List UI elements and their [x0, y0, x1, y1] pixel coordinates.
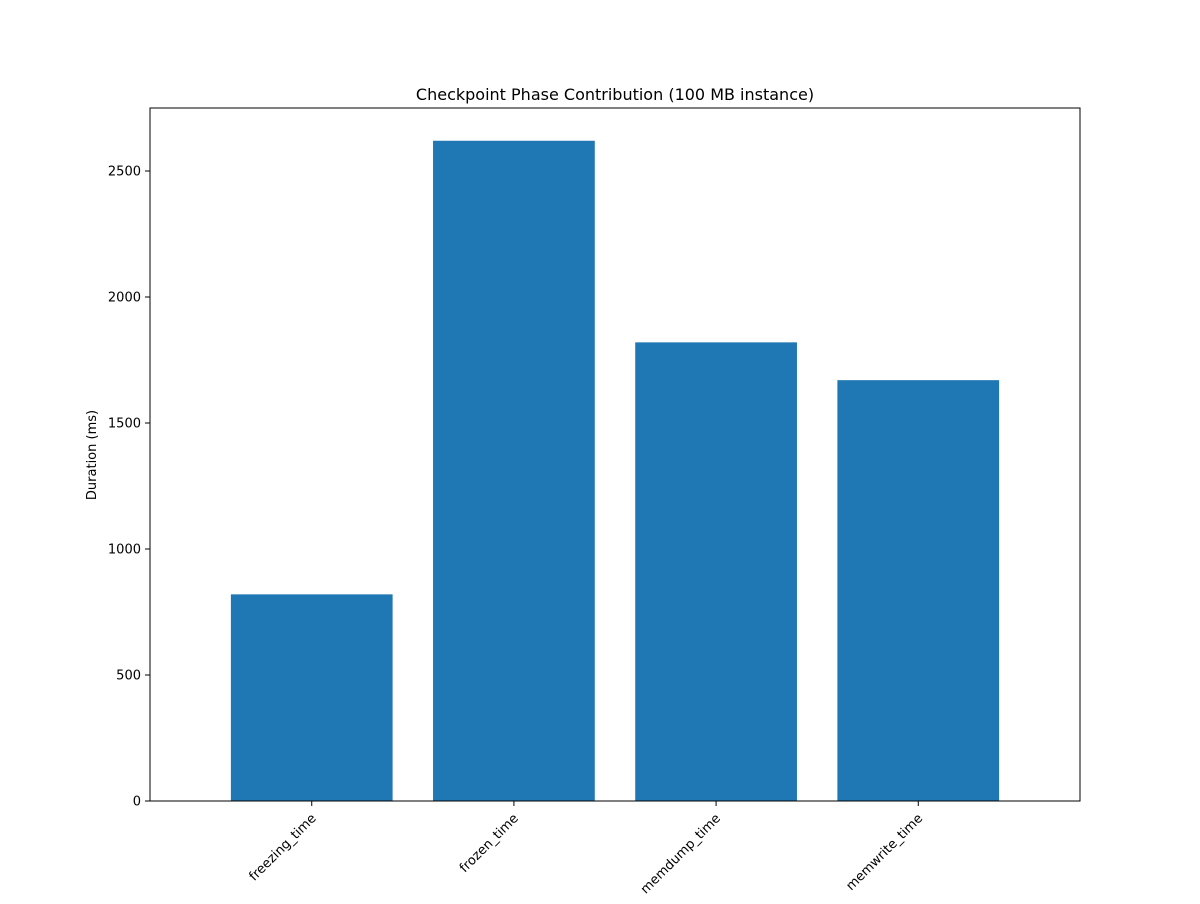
bar-frozen-time [433, 140, 595, 801]
bar-memdump-time [635, 342, 797, 801]
y-tick-label: 2500 [108, 165, 141, 180]
y-tick-label: 1000 [108, 543, 141, 558]
x-axis-ticks: freezing_time frozen_time memdump_time memw… [246, 801, 926, 897]
y-tick-label: 1500 [108, 417, 141, 432]
x-tick-label: memdump_time [638, 811, 724, 897]
x-tick-label: memwrite_time [843, 811, 926, 894]
x-tick-label: freezing_time [246, 811, 319, 884]
plot-frame [149, 107, 1081, 802]
y-axis-ticks: 0 500 1000 1500 2000 2500 [108, 165, 150, 810]
bar-freezing-time [230, 594, 393, 801]
bar-memwrite-time [837, 380, 1000, 801]
bars-layer [230, 140, 1000, 801]
y-axis-label: Duration (ms) [85, 410, 100, 500]
y-tick-label: 2000 [108, 291, 141, 306]
x-tick-label: frozen_time [457, 811, 522, 876]
y-tick-label: 0 [133, 795, 141, 810]
y-tick-label: 500 [116, 669, 141, 684]
chart-title: Checkpoint Phase Contribution (100 MB in… [416, 85, 814, 104]
